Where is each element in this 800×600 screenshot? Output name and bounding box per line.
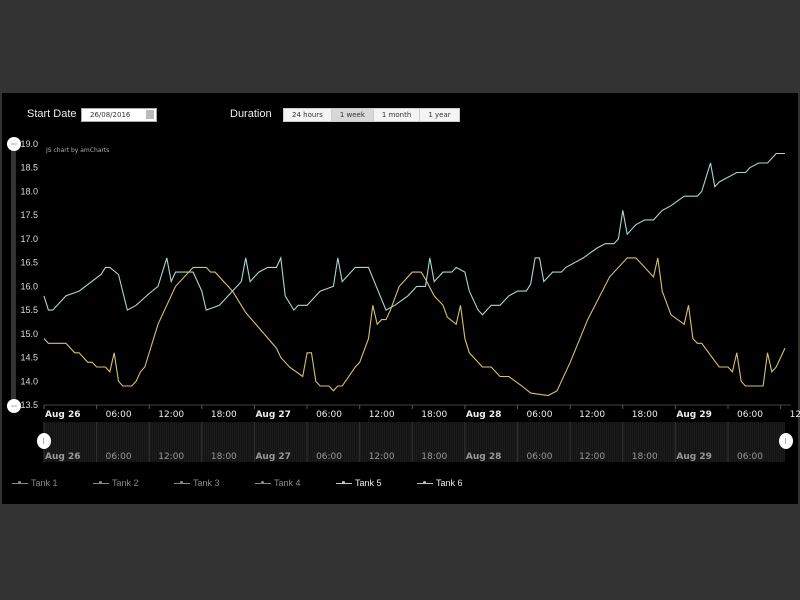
x-tick-label: Aug 29 xyxy=(676,410,711,420)
legend-label: Tank 6 xyxy=(436,478,463,488)
legend-item-tank-2[interactable]: Tank 2 xyxy=(93,478,174,488)
calendar-icon[interactable] xyxy=(146,110,154,119)
x-tick-label: 12:00 xyxy=(790,410,800,420)
x-tick-label: Aug 27 xyxy=(255,410,290,420)
x-tick-label: 06:00 xyxy=(106,410,132,420)
x-tick-label: 12:00 xyxy=(369,410,395,420)
scrollbar-tick-label: 06:00 xyxy=(527,452,553,462)
scrollbar-tick-label: Aug 27 xyxy=(255,452,290,462)
legend-label: Tank 5 xyxy=(355,478,382,488)
y-tick-label: 17.5 xyxy=(20,210,38,220)
legend-marker-icon xyxy=(255,481,271,484)
legend-label: Tank 1 xyxy=(31,478,58,488)
legend-marker-icon xyxy=(336,481,352,484)
legend-marker-icon xyxy=(417,481,433,484)
x-tick-label: Aug 26 xyxy=(45,410,80,420)
scrollbar-tick-label: Aug 28 xyxy=(466,452,501,462)
start-date-label: Start Date xyxy=(27,108,77,120)
legend-label: Tank 4 xyxy=(274,478,301,488)
scrollbar-tick-label: 06:00 xyxy=(737,452,763,462)
scrollbar-tick-label: 06:00 xyxy=(106,452,132,462)
legend-item-tank-5[interactable]: Tank 5 xyxy=(336,478,417,488)
scrollbar-tick-label: 18:00 xyxy=(211,452,237,462)
scrollbar-tick-label: 12:00 xyxy=(579,452,605,462)
x-scroll-handle-right[interactable] xyxy=(779,433,793,449)
start-date-input[interactable]: 26/08/2016 xyxy=(81,108,157,122)
x-tick-label: 12:00 xyxy=(579,410,605,420)
x-tick-label: 06:00 xyxy=(316,410,342,420)
start-date-value: 26/08/2016 xyxy=(90,111,131,119)
x-tick-label: 06:00 xyxy=(737,410,763,420)
y-tick-label: 18.5 xyxy=(20,163,38,173)
legend-marker-icon xyxy=(174,481,190,484)
scrollbar-tick-label: 06:00 xyxy=(316,452,342,462)
duration-button-1-month[interactable]: 1 month xyxy=(373,109,421,121)
y-tick-label: 17.0 xyxy=(20,234,38,244)
duration-button-1-year[interactable]: 1 year xyxy=(420,109,459,121)
x-scroll-handle-left[interactable] xyxy=(37,433,51,449)
duration-label: Duration xyxy=(230,108,272,120)
scrollbar-tick-label: 12:00 xyxy=(158,452,184,462)
y-tick-label: 14.0 xyxy=(20,376,38,386)
x-tick-label: 18:00 xyxy=(421,410,447,420)
duration-button-1-week[interactable]: 1 week xyxy=(331,109,374,121)
legend-label: Tank 2 xyxy=(112,478,139,488)
y-tick-label: 16.0 xyxy=(20,281,38,291)
legend-label: Tank 3 xyxy=(193,478,220,488)
scrollbar-tick-label: Aug 26 xyxy=(45,452,80,462)
y-tick-label: 15.5 xyxy=(20,305,38,315)
duration-button-24-hours[interactable]: 24 hours xyxy=(284,109,332,121)
legend: Tank 1 Tank 2 Tank 3 Tank 4 Tank 5 Tank 6 xyxy=(12,478,498,488)
scrollbar-tick-label: 18:00 xyxy=(632,452,658,462)
series-line-tank-6[interactable] xyxy=(43,257,786,397)
scrollbar-tick-label: 18:00 xyxy=(421,452,447,462)
y-tick-label: 13.5 xyxy=(20,400,38,410)
legend-item-tank-3[interactable]: Tank 3 xyxy=(174,478,255,488)
y-tick-label: 16.5 xyxy=(20,258,38,268)
x-tick-label: 06:00 xyxy=(527,410,553,420)
duration-selector: 24 hours 1 week 1 month 1 year xyxy=(283,108,460,122)
scrollbar-tick-label: 12:00 xyxy=(369,452,395,462)
legend-marker-icon xyxy=(12,481,28,484)
series-line-tank-5[interactable] xyxy=(43,152,785,316)
legend-marker-icon xyxy=(93,481,109,484)
scrollbar-tick-label: Aug 29 xyxy=(676,452,711,462)
y-tick-label: 15.0 xyxy=(20,329,38,339)
legend-item-tank-6[interactable]: Tank 6 xyxy=(417,478,498,488)
x-tick-label: 18:00 xyxy=(632,410,658,420)
vertical-scrollbar[interactable] xyxy=(11,144,16,405)
y-tick-label: 19.0 xyxy=(20,139,38,149)
y-tick-label: 14.5 xyxy=(20,353,38,363)
y-tick-label: 18.0 xyxy=(20,186,38,196)
amcharts-credit[interactable]: JS chart by amCharts xyxy=(46,147,110,154)
legend-item-tank-1[interactable]: Tank 1 xyxy=(12,478,93,488)
x-tick-label: Aug 28 xyxy=(466,410,501,420)
legend-item-tank-4[interactable]: Tank 4 xyxy=(255,478,336,488)
x-tick-label: 12:00 xyxy=(158,410,184,420)
x-tick-label: 18:00 xyxy=(211,410,237,420)
